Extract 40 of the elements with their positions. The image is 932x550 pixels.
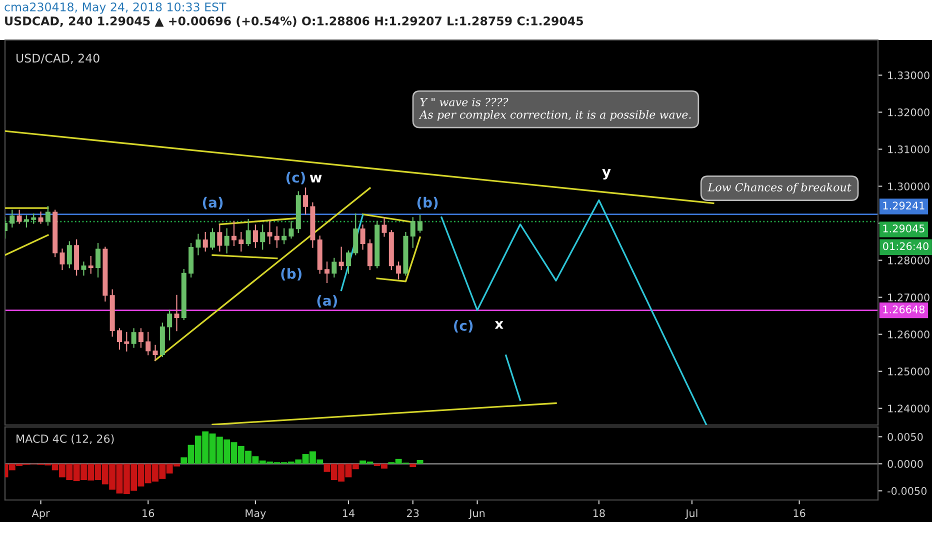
x-tick-label: 14 (342, 509, 355, 517)
x-tick-label: Apr (32, 509, 50, 520)
annotation: (b) (281, 268, 302, 281)
y-tick-label: 1.24000 (888, 404, 930, 412)
annotation: (b) (417, 196, 438, 210)
y-tick-label: -0.0050 (888, 487, 927, 495)
annotation: Y " wave is ???? As per complex correction, it is a possible wave. (418, 98, 691, 121)
y-tick-label: 1.33000 (888, 71, 930, 80)
y-tick-label: 1.28000 (888, 256, 930, 264)
annotation: x (494, 321, 504, 329)
x-tick-label: 16 (794, 509, 806, 518)
y-tick-label: 0.0000 (888, 460, 923, 468)
y-tick-label: 0.0050 (888, 432, 923, 441)
y-tick-label: 1.31000 (888, 145, 930, 154)
annotation: (a) (202, 196, 223, 210)
annotation: (c) (286, 172, 305, 184)
y-tick-label: 1.25000 (888, 368, 930, 376)
annotation: (a) (317, 295, 337, 308)
y-tick-label: 1.32000 (888, 108, 930, 116)
annotation: w (310, 174, 322, 182)
annotation: Low Chances of breakout (708, 182, 852, 194)
y-tick-label: 1.26000 (888, 330, 930, 338)
annotation: y (602, 168, 611, 180)
ref-line-label: 1.29241 (883, 202, 924, 210)
text: MACD 4C (12, 26) (16, 434, 114, 444)
y-tick-label: 1.30000 (888, 182, 930, 190)
x-tick-label: Jul (685, 509, 698, 520)
ref-line-label: 1.26648 (883, 305, 925, 314)
y-tick-label: 1.27000 (888, 294, 930, 302)
ref-line-label: 1.29045 (883, 224, 924, 232)
text: 01:26:40 (883, 242, 928, 250)
text: cma230418, May 24, 2018 10:33 EST (4, 2, 226, 14)
chart-title: USDCAD, 240 1.29045 ▲ +0.00696 (+0.54%) O:1.28806 H:1.29207 L:1.28759 C:1.29045 (5, 16, 583, 27)
x-tick-label: 16 (142, 509, 154, 518)
annotation: (c) (454, 320, 473, 332)
x-tick-label: May (246, 509, 266, 520)
x-tick-label: Jun (468, 509, 485, 520)
x-tick-label: 23 (407, 509, 419, 518)
x-tick-label: 18 (593, 509, 605, 518)
text: USD/CAD, 240 (16, 54, 100, 64)
